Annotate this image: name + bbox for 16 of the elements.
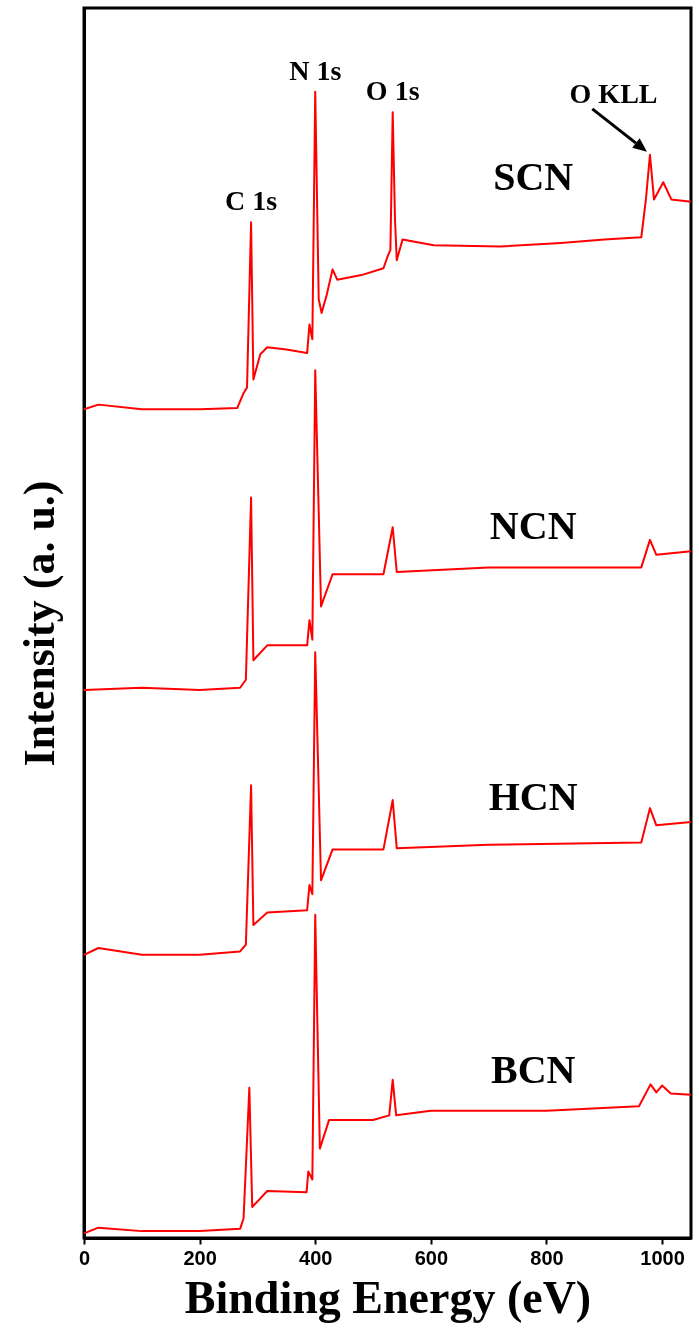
x-axis-title: Binding Energy (eV): [184, 1271, 592, 1323]
y-axis-title: Intensity (a. u.): [14, 480, 64, 767]
x-tick-label: 1000: [640, 1246, 685, 1269]
x-tick-label: 200: [183, 1246, 217, 1269]
x-tick-label: 400: [299, 1246, 333, 1269]
series-label: HCN: [488, 773, 578, 819]
annotation: C 1s: [225, 185, 278, 217]
annotation: O 1s: [365, 75, 420, 107]
series-label: BCN: [490, 1046, 576, 1092]
annotation: N 1s: [289, 54, 342, 86]
x-tick-label: 600: [414, 1246, 449, 1269]
annotation: O KLL: [569, 78, 658, 110]
x-tick-label: 800: [530, 1246, 564, 1269]
series-label: NCN: [489, 503, 577, 549]
x-tick-label: 0: [78, 1246, 91, 1269]
series-label: SCN: [493, 153, 574, 199]
